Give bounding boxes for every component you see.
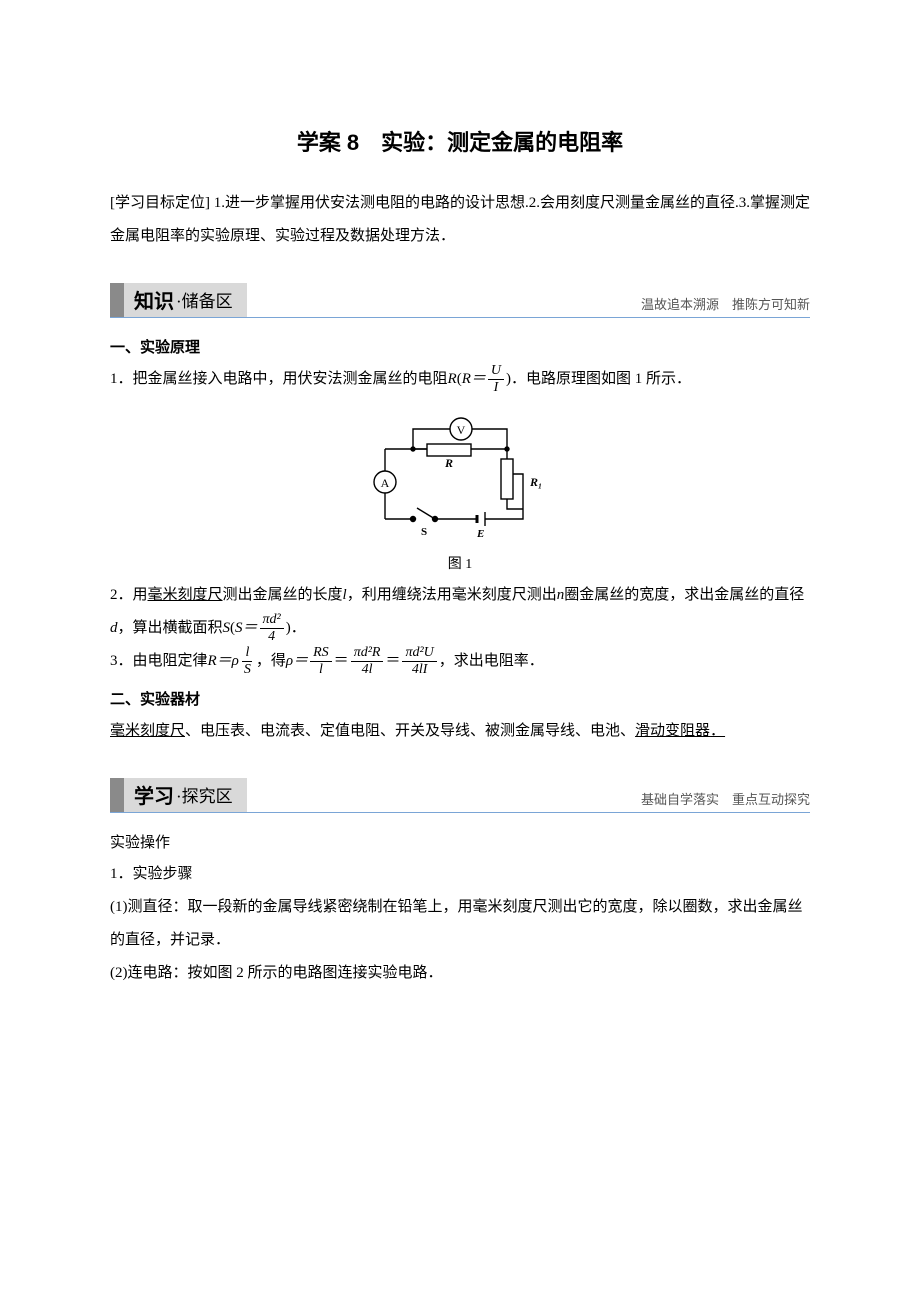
label-R: R	[444, 456, 453, 470]
figure-caption-1: 图 1	[110, 553, 810, 573]
fraction-pid2-over-4: πd² 4	[260, 612, 284, 644]
principle-item-1: 1．把金属丝接入电路中，用伏安法测金属丝的电阻 R ( R＝ U I ) ．电路…	[110, 363, 810, 396]
label-A: A	[381, 476, 390, 490]
var-R: R	[448, 363, 457, 396]
eq: ＝	[385, 645, 400, 678]
eq: ＝	[334, 645, 349, 678]
numerator: l	[242, 645, 252, 661]
band-sub-text: ·探究区	[176, 782, 233, 807]
denominator: l	[316, 662, 326, 677]
underline-period: ．	[710, 723, 725, 739]
text: 1．把金属丝接入电路中，用伏安法测金属丝的电阻	[110, 363, 448, 396]
band-dark-strip	[110, 283, 124, 317]
var-S: S	[223, 612, 231, 645]
label-S: S	[421, 526, 427, 538]
page-title: 学案 8 实验：测定金属的电阻率	[110, 125, 810, 157]
band-right-text: 温故追本溯源 推陈方可知新	[641, 294, 810, 313]
text: ，利用缠绕法用毫米刻度尺测出	[347, 579, 557, 612]
text: ．	[291, 612, 306, 645]
denominator: 4	[265, 629, 278, 644]
text: 3．由电阻定律	[110, 645, 208, 678]
figure-circuit-1: V A R R₁ S E 图 1	[110, 404, 810, 573]
fraction-U-over-I: U I	[488, 363, 504, 395]
band-label: 知识 ·储备区	[124, 283, 247, 317]
denominator: 4l	[359, 662, 376, 677]
denominator: S	[241, 662, 254, 677]
step-1: (1)测直径：取一段新的金属导线紧密绕制在铅笔上，用毫米刻度尺测出它的宽度，除以…	[110, 891, 810, 957]
section-band-knowledge: 知识 ·储备区 温故追本溯源 推陈方可知新	[110, 283, 810, 318]
text: 2．用	[110, 579, 148, 612]
numerator: U	[488, 363, 504, 379]
band-sub-text: ·储备区	[176, 287, 233, 312]
document-page: 学案 8 实验：测定金属的电阻率 [学习目标定位] 1.进一步掌握用伏安法测电阻…	[0, 0, 920, 1302]
var-d: d	[110, 612, 118, 645]
band-dark-strip	[110, 778, 124, 812]
text: ，算出横截面积	[118, 612, 223, 645]
label-R1: R₁	[529, 475, 542, 489]
label-E: E	[476, 528, 484, 540]
fraction-l-over-S: l S	[241, 645, 254, 677]
numerator: πd²R	[351, 645, 384, 661]
text: ．电路原理图如图 1 所示．	[511, 363, 691, 396]
band-block: 学习 ·探究区	[110, 778, 247, 812]
step-heading: 1．实验步骤	[110, 858, 810, 891]
heading-equipment: 二、实验器材	[110, 688, 810, 709]
label-V: V	[457, 423, 466, 437]
text: 、电压表、电流表、定值电阻、开关及导线、被测金属导线、电池、	[185, 723, 635, 739]
learning-objectives: [学习目标定位] 1.进一步掌握用伏安法测电阻的电路的设计思想.2.会用刻度尺测…	[110, 187, 810, 253]
band-main-text: 学习	[134, 780, 174, 809]
section-band-study: 学习 ·探究区 基础自学落实 重点互动探究	[110, 778, 810, 813]
denominator: 4lI	[409, 662, 431, 677]
band-main-text: 知识	[134, 285, 174, 314]
numerator: RS	[310, 645, 332, 661]
var-n: n	[557, 579, 565, 612]
band-block: 知识 ·储备区	[110, 283, 247, 317]
band-label: 学习 ·探究区	[124, 778, 247, 812]
equipment-list: 毫米刻度尺、电压表、电流表、定值电阻、开关及导线、被测金属导线、电池、滑动变阻器…	[110, 715, 810, 748]
principle-item-2: 2．用 毫米刻度尺 测出金属丝的长度 l ，利用缠绕法用毫米刻度尺测出 n 圈金…	[110, 579, 810, 645]
band-right-text: 基础自学落实 重点互动探究	[641, 789, 810, 808]
heading-operation: 实验操作	[110, 831, 810, 852]
text: ，得	[256, 645, 286, 678]
heading-principle: 一、实验原理	[110, 336, 810, 357]
text: 圈金属丝的宽度，求出金属丝的直径	[564, 579, 804, 612]
fraction-pid2U-over-4lI: πd²U 4lI	[402, 645, 436, 677]
underline-ruler2: 毫米刻度尺	[110, 723, 185, 739]
underline-rheostat: 滑动变阻器	[635, 723, 710, 739]
text: ，求出电阻率．	[439, 645, 544, 678]
eq-R: R＝	[462, 363, 486, 396]
numerator: πd²U	[402, 645, 436, 661]
text: 测出金属丝的长度	[223, 579, 343, 612]
principle-item-3: 3．由电阻定律 R＝ρ l S ，得 ρ＝ RS l ＝ πd²R 4l ＝ π…	[110, 645, 810, 678]
fraction-RS-over-l: RS l	[310, 645, 332, 677]
numerator: πd²	[260, 612, 284, 628]
fraction-pid2R-over-4l: πd²R 4l	[351, 645, 384, 677]
underline-ruler: 毫米刻度尺	[148, 579, 223, 612]
step-2: (2)连电路：按如图 2 所示的电路图连接实验电路．	[110, 957, 810, 990]
eq-Rrho: R＝ρ	[208, 645, 239, 678]
eq-S: S＝	[235, 612, 258, 645]
eq-rho: ρ＝	[286, 645, 308, 678]
denominator: I	[491, 380, 502, 395]
circuit-diagram: V A R R₁ S E	[365, 404, 555, 544]
